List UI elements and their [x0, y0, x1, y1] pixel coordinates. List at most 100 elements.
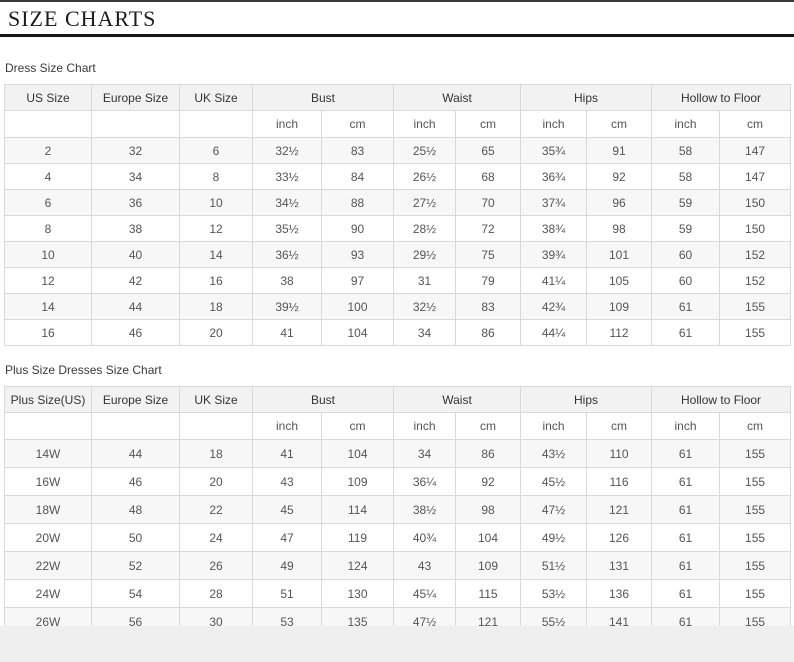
unit-label-cm: cm	[320, 412, 395, 440]
table-cell: 47½	[393, 607, 457, 626]
column-header-waist: Waist	[393, 386, 522, 413]
table-cell: 98	[586, 215, 653, 242]
column-header-plus-size-us: Plus Size(US)	[4, 386, 92, 413]
table-cell: 115	[455, 579, 522, 608]
unit-label-cm: cm	[719, 110, 792, 138]
table-cell: 33½	[252, 163, 322, 190]
table-cell: 20	[179, 467, 253, 496]
table-cell: 93	[320, 241, 395, 268]
table-cell: 4	[4, 163, 92, 190]
table-cell: 20W	[4, 523, 92, 552]
table-cell: 101	[586, 241, 653, 268]
table-cell: 104	[455, 523, 522, 552]
table-cell: 41	[252, 319, 322, 346]
column-header-hips: Hips	[520, 84, 653, 111]
table-cell: 14	[179, 241, 253, 268]
table-cell: 22	[179, 495, 253, 524]
table-cell: 130	[320, 579, 395, 608]
table-cell: 42	[91, 267, 180, 294]
table-cell: 22W	[4, 551, 92, 580]
table-cell: 47	[252, 523, 322, 552]
title-divider	[0, 34, 794, 37]
unit-header-row: inch cm inch cm inch cm inch cm	[4, 412, 792, 440]
table-cell: 24W	[4, 579, 92, 608]
table-row: 8 38 12 35½ 90 28½ 72 38¾ 98 59 150	[4, 215, 792, 242]
table-cell: 152	[719, 241, 792, 268]
table-row: 2 32 6 32½ 83 25½ 65 35¾ 91 58 147	[4, 137, 792, 164]
top-divider	[0, 0, 794, 2]
column-header-europe-size: Europe Size	[91, 386, 180, 413]
column-header-bust: Bust	[251, 84, 395, 111]
table-cell: 86	[455, 439, 522, 468]
table-cell: 109	[586, 293, 653, 320]
table-cell: 136	[586, 579, 653, 608]
dress-size-table: US Size Europe Size UK Size Bust Waist H…	[4, 84, 792, 346]
table-cell: 42¾	[520, 293, 588, 320]
table-cell: 53½	[520, 579, 588, 608]
table-cell: 26	[179, 551, 253, 580]
table-cell: 68	[455, 163, 522, 190]
table-cell: 14	[4, 293, 92, 320]
empty-cell	[4, 110, 92, 138]
table-cell: 44	[91, 293, 180, 320]
table-cell: 70	[455, 189, 522, 216]
table-cell: 155	[719, 579, 792, 608]
table-cell: 32½	[393, 293, 457, 320]
table-cell: 10	[179, 189, 253, 216]
table-cell: 59	[651, 189, 721, 216]
unit-label-inch: inch	[393, 412, 457, 440]
table-cell: 114	[320, 495, 395, 524]
empty-cell	[179, 110, 253, 138]
table-row: 12 42 16 38 97 31 79 41¼ 105 60 152	[4, 267, 792, 294]
table-cell: 37¾	[520, 189, 588, 216]
table-cell: 36¼	[393, 467, 457, 496]
table-cell: 119	[320, 523, 395, 552]
unit-label-inch: inch	[520, 412, 588, 440]
table-cell: 110	[586, 439, 653, 468]
table-cell: 79	[455, 267, 522, 294]
table-cell: 61	[651, 293, 721, 320]
table-row: 14W 44 18 41 104 34 86 43½ 110 61 155	[4, 439, 792, 468]
table-cell: 36¾	[520, 163, 588, 190]
table-cell: 34	[91, 163, 180, 190]
table-cell: 61	[651, 495, 721, 524]
table-cell: 61	[651, 551, 721, 580]
table-cell: 40¾	[393, 523, 457, 552]
unit-label-inch: inch	[252, 110, 322, 138]
empty-cell	[4, 412, 92, 440]
table-cell: 58	[651, 137, 721, 164]
table-cell: 54	[91, 579, 180, 608]
table-cell: 20	[179, 319, 253, 346]
table-cell: 109	[320, 467, 395, 496]
table-cell: 53	[252, 607, 322, 626]
table-cell: 34	[393, 439, 457, 468]
table-cell: 58	[651, 163, 721, 190]
table-cell: 39¾	[520, 241, 588, 268]
table-cell: 150	[719, 215, 792, 242]
table-cell: 16	[4, 319, 92, 346]
table-cell: 18	[179, 439, 253, 468]
table-cell: 12	[4, 267, 92, 294]
table-cell: 92	[586, 163, 653, 190]
footer-background	[0, 626, 794, 662]
table-cell: 155	[719, 551, 792, 580]
table-cell: 155	[719, 439, 792, 468]
unit-label-cm: cm	[586, 110, 653, 138]
table-cell: 131	[586, 551, 653, 580]
table-cell: 36½	[252, 241, 322, 268]
table-row: 20W 50 24 47 119 40¾ 104 49½ 126 61 155	[4, 523, 792, 552]
table-row: 26W 56 30 53 135 47½ 121 55½ 141 61 155	[4, 607, 792, 626]
table-cell: 47½	[520, 495, 588, 524]
unit-label-inch: inch	[651, 110, 721, 138]
table-cell: 150	[719, 189, 792, 216]
table-row: 22W 52 26 49 124 43 109 51½ 131 61 155	[4, 551, 792, 580]
table-cell: 46	[91, 319, 180, 346]
table-cell: 2	[4, 137, 92, 164]
table-cell: 45	[252, 495, 322, 524]
table-cell: 147	[719, 137, 792, 164]
table-cell: 96	[586, 189, 653, 216]
table-cell: 155	[719, 495, 792, 524]
table-cell: 155	[719, 293, 792, 320]
table-cell: 51½	[520, 551, 588, 580]
table-cell: 105	[586, 267, 653, 294]
